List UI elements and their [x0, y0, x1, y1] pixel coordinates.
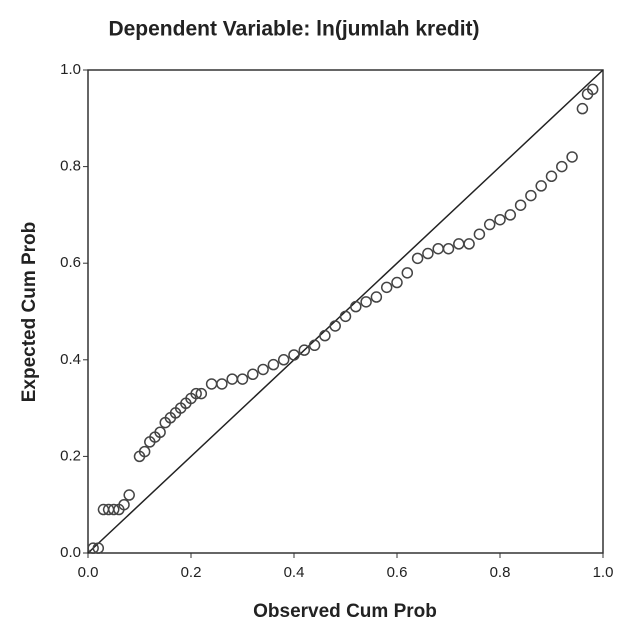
point: [108, 503, 120, 516]
point: [236, 373, 249, 385]
point: [494, 213, 506, 226]
point: [422, 247, 434, 260]
x-tick-label: 0.6: [387, 564, 408, 581]
point: [432, 242, 444, 255]
x-tick-label: 1.0: [593, 564, 614, 581]
point: [216, 378, 228, 390]
y-axis-label: Expected Cum Prob: [19, 222, 40, 403]
point: [123, 489, 135, 501]
point: [525, 189, 537, 202]
y-tick-label: 0.8: [60, 158, 81, 175]
point: [329, 320, 341, 332]
point: [339, 310, 352, 323]
point: [247, 368, 259, 381]
point: [535, 180, 547, 192]
point: [87, 542, 99, 554]
x-tick-label: 0.2: [181, 564, 202, 581]
point: [370, 291, 383, 303]
point: [391, 276, 403, 289]
point: [118, 498, 130, 511]
point: [257, 363, 269, 376]
point: [267, 358, 280, 371]
point: [138, 445, 151, 458]
x-tick-label: 0.0: [78, 564, 99, 581]
point: [556, 160, 568, 173]
point: [360, 296, 372, 308]
point: [92, 542, 105, 554]
point: [380, 281, 393, 294]
point: [401, 267, 414, 279]
point: [308, 339, 321, 352]
plot-frame: [87, 69, 604, 554]
point: [504, 209, 517, 221]
point: [453, 238, 465, 250]
point: [195, 387, 208, 400]
point: [545, 170, 558, 183]
point: [319, 329, 331, 342]
point: [226, 373, 238, 385]
point: [288, 349, 300, 361]
point: [154, 426, 166, 438]
point: [463, 238, 475, 250]
point: [298, 344, 311, 356]
point: [566, 151, 578, 163]
y-tick-label: 0.6: [60, 254, 81, 271]
point: [586, 83, 599, 96]
point: [205, 378, 218, 390]
x-tick-label: 0.8: [490, 564, 511, 581]
x-axis-label: Observed Cum Prob: [253, 601, 437, 622]
point: [483, 218, 496, 231]
point: [514, 199, 527, 211]
point: [277, 354, 290, 366]
point: [350, 300, 362, 313]
point: [576, 102, 589, 115]
y-tick-label: 0.2: [60, 447, 81, 464]
point: [411, 252, 424, 265]
y-tick-label: 0.0: [60, 544, 81, 561]
point: [473, 228, 486, 240]
x-tick-label: 0.4: [284, 564, 305, 581]
chart-title: Dependent Variable: ln(jumlah kredit): [108, 18, 479, 41]
y-tick-label: 0.4: [60, 351, 81, 368]
point: [190, 387, 202, 400]
y-tick-label: 1.0: [60, 61, 81, 78]
point: [442, 242, 455, 255]
